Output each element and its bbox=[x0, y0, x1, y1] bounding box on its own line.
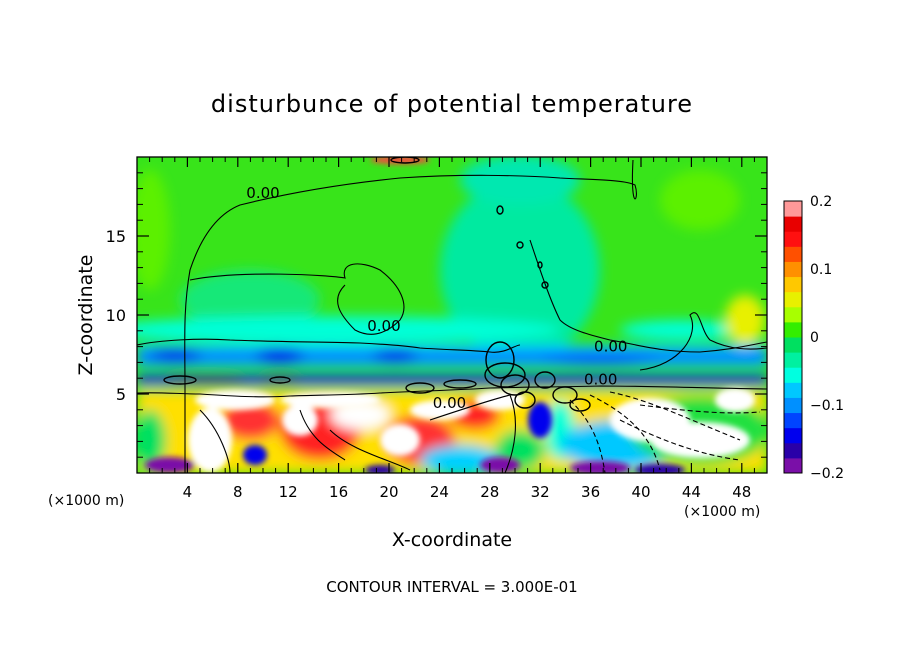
colorbar-segment bbox=[784, 442, 802, 459]
colorbar-segment bbox=[784, 352, 802, 368]
x-tick-label: 48 bbox=[732, 483, 751, 501]
chart-title: disturbunce of potential temperature bbox=[211, 90, 693, 118]
x-axis-label: X-coordinate bbox=[392, 529, 512, 551]
colorbar-ticks: 0.2 0.1 0 −0.1 −0.2 bbox=[810, 194, 844, 482]
colorbar-segment bbox=[784, 306, 802, 323]
colorbar-segment bbox=[784, 246, 802, 262]
y-tick-label: 15 bbox=[106, 227, 126, 246]
x-tick-label: 8 bbox=[233, 483, 243, 501]
colorbar-tick-label: −0.1 bbox=[810, 398, 844, 414]
x-tick-label: 44 bbox=[682, 483, 701, 501]
y-axis-ticks: 5 10 15 bbox=[106, 172, 767, 458]
heatmap-field bbox=[137, 157, 767, 473]
colorbar-segment bbox=[784, 457, 802, 474]
contour-label: 0.00 bbox=[367, 317, 400, 335]
colorbar-segment bbox=[784, 412, 802, 429]
colorbar-segment bbox=[784, 261, 802, 278]
x-tick-label: 36 bbox=[581, 483, 600, 501]
colorbar-segment bbox=[784, 276, 802, 293]
y-tick-label: 10 bbox=[106, 306, 126, 325]
contour-label: 0.00 bbox=[584, 371, 617, 389]
colorbar-segment bbox=[784, 321, 802, 338]
contour-label: 0.00 bbox=[433, 394, 466, 412]
x-unit-left: (×1000 m) bbox=[48, 493, 124, 509]
contour-interval-footer: CONTOUR INTERVAL = 3.000E-01 bbox=[326, 578, 577, 596]
x-tick-label: 20 bbox=[379, 483, 398, 501]
contour-labels: 0.00 0.00 0.00 0.00 0.00 bbox=[246, 184, 627, 412]
colorbar-segment bbox=[784, 337, 802, 353]
x-tick-label: 16 bbox=[329, 483, 348, 501]
x-tick-label: 32 bbox=[531, 483, 550, 501]
y-tick-label: 5 bbox=[116, 385, 126, 404]
x-tick-label: 40 bbox=[631, 483, 650, 501]
contour-label: 0.00 bbox=[594, 337, 627, 355]
colorbar-segment bbox=[784, 427, 802, 444]
colorbar-segment bbox=[784, 397, 802, 414]
colorbar-tick-label: 0 bbox=[810, 330, 819, 346]
colorbar-segment bbox=[784, 382, 802, 398]
colorbar-frame bbox=[783, 200, 803, 474]
colorbar-tick-label: 0.2 bbox=[810, 194, 832, 210]
x-tick-label: 24 bbox=[430, 483, 449, 501]
colorbar bbox=[783, 200, 803, 474]
colorbar-tick-label: 0.1 bbox=[810, 262, 832, 278]
colorbar-tick-label: −0.2 bbox=[810, 466, 844, 482]
x-tick-label: 12 bbox=[279, 483, 298, 501]
colorbar-segment bbox=[784, 201, 802, 217]
colorbar-segment bbox=[784, 291, 802, 308]
colorbar-segment bbox=[784, 216, 802, 232]
x-tick-label: 4 bbox=[183, 483, 193, 501]
x-tick-label: 28 bbox=[480, 483, 499, 501]
x-unit-right: (×1000 m) bbox=[684, 504, 760, 520]
colorbar-segment bbox=[784, 231, 802, 247]
x-axis-ticks: 4 8 12 16 20 24 28 32 36 40 44 48 bbox=[149, 157, 755, 501]
contour-label: 0.00 bbox=[246, 184, 279, 202]
y-axis-label: Z-coordinate bbox=[75, 255, 97, 376]
colorbar-segment bbox=[784, 367, 802, 383]
